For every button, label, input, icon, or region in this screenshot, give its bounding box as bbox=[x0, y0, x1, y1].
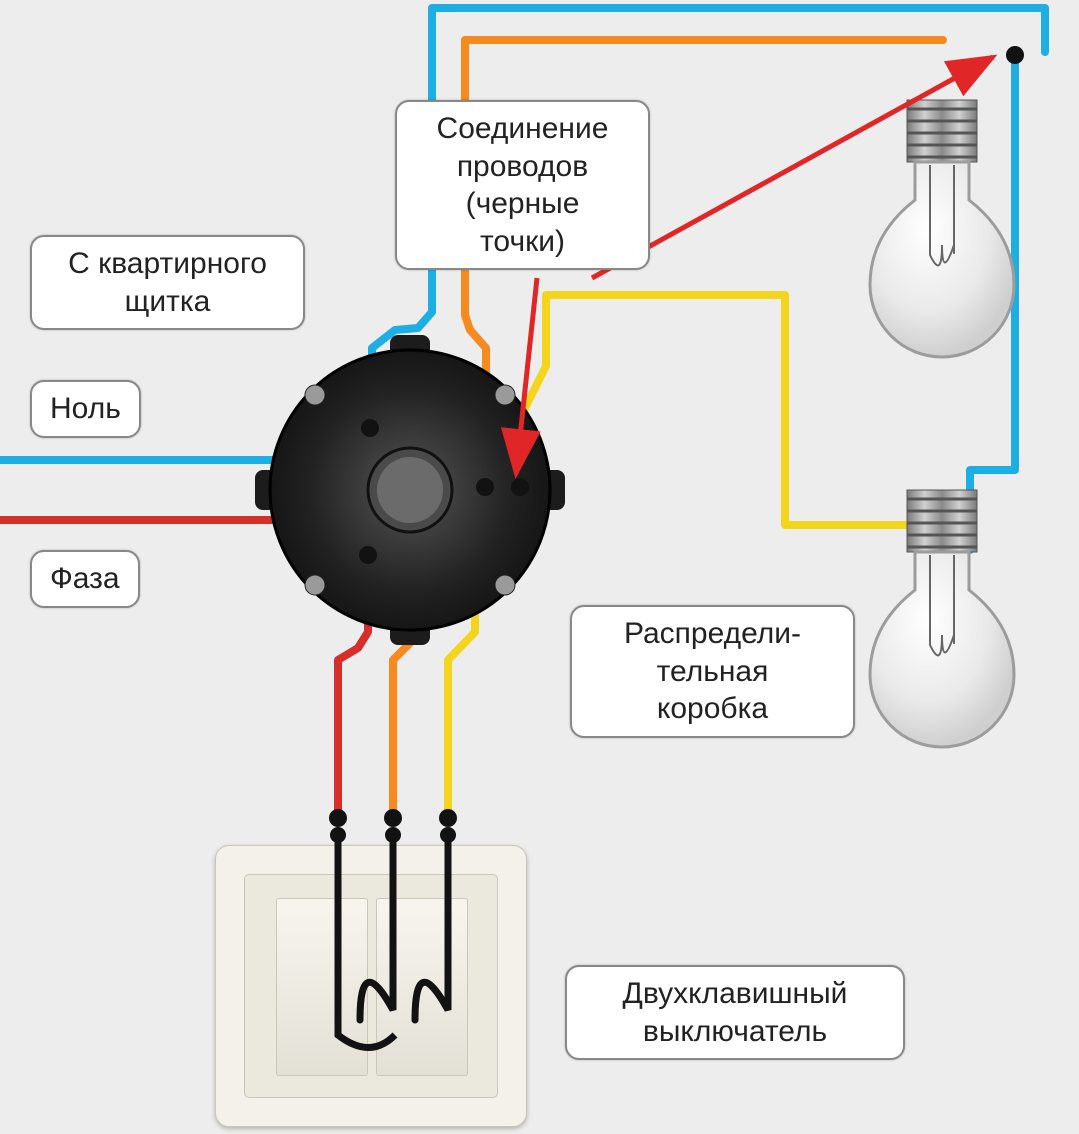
label-text: Ноль bbox=[50, 392, 121, 425]
label-from-panel: С квартирногощитка bbox=[30, 235, 305, 330]
label-double-switch: Двухклавишныйвыключатель bbox=[565, 965, 905, 1060]
connection-dot bbox=[511, 478, 529, 496]
bulb-1 bbox=[870, 100, 1014, 357]
label-junction-box: Распредели-тельнаякоробка bbox=[570, 605, 855, 738]
connection-dot bbox=[329, 809, 347, 827]
label-neutral: Ноль bbox=[30, 380, 141, 438]
diagram-canvas: С квартирногощитка Ноль Фаза Соединениеп… bbox=[0, 0, 1079, 1134]
connection-dot bbox=[439, 809, 457, 827]
switch-internals bbox=[330, 827, 456, 1048]
label-connection: Соединениепроводов(черныеточки) bbox=[395, 100, 650, 270]
connection-dot bbox=[359, 546, 377, 564]
label-text: Соединениепроводов(черныеточки) bbox=[437, 112, 609, 258]
label-phase: Фаза bbox=[30, 550, 140, 608]
label-text: Распредели-тельнаякоробка bbox=[624, 617, 801, 725]
connection-dot bbox=[384, 809, 402, 827]
label-text: С квартирногощитка bbox=[68, 247, 267, 318]
label-text: Двухклавишныйвыключатель bbox=[623, 977, 848, 1048]
connection-dot bbox=[361, 419, 379, 437]
connection-dot bbox=[476, 478, 494, 496]
connection-dot bbox=[1006, 46, 1024, 64]
label-text: Фаза bbox=[50, 562, 120, 595]
